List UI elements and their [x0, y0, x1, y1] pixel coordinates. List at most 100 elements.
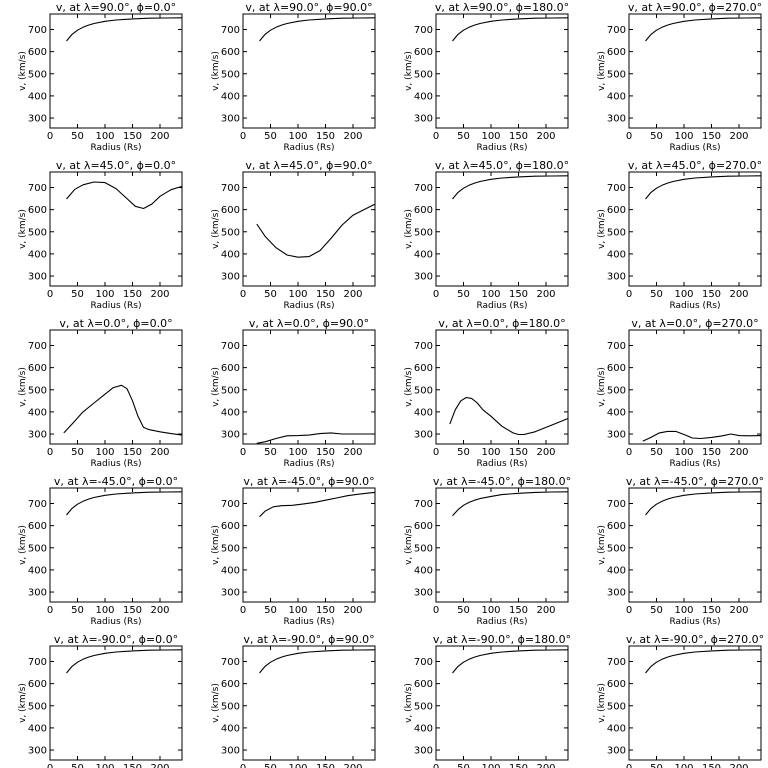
y-tick-label: 500	[221, 701, 240, 712]
y-tick-label: 500	[221, 543, 240, 554]
plot-title: v, at λ=0.0°, ϕ=0.0°	[59, 317, 172, 330]
plot-title: v, at λ=-45.0°, ϕ=0.0°	[54, 475, 178, 488]
x-tick-label: 200	[343, 605, 362, 616]
x-tick-label: 150	[509, 605, 528, 616]
y-tick-label: 600	[28, 47, 47, 58]
plot-frame	[242, 329, 376, 445]
x-tick-label: 200	[150, 763, 169, 768]
y-axis-label: v, (km/s)	[404, 367, 414, 407]
plot-title: v, at λ=45.0°, ϕ=0.0°	[56, 159, 176, 172]
series-line	[452, 175, 569, 200]
plot-title: v, at λ=-90.0°, ϕ=0.0°	[54, 633, 178, 646]
x-tick-label: 0	[47, 605, 53, 616]
plot-frame	[435, 645, 569, 761]
plot-frame	[435, 13, 569, 129]
y-tick-label: 500	[607, 227, 626, 238]
plot-frame	[242, 13, 376, 129]
x-tick-label: 0	[240, 447, 246, 458]
x-tick-label: 150	[123, 763, 142, 768]
y-tick-label: 600	[221, 47, 240, 58]
subplot: v, at λ=45.0°, ϕ=0.0° 0 50 100 150 200 300 400 5…	[18, 159, 183, 311]
x-axis-label: Radius (Rs)	[90, 617, 141, 627]
y-tick-label: 600	[414, 47, 433, 58]
y-tick-label: 400	[221, 91, 240, 102]
y-tick-label: 300	[28, 746, 47, 757]
subplot: v, at λ=45.0°, ϕ=90.0° 0 50 100 150 200 300 400…	[211, 159, 376, 311]
y-tick-label: 400	[607, 249, 626, 260]
x-axis-label: Radius (Rs)	[283, 301, 334, 311]
y-tick-label: 600	[414, 363, 433, 374]
y-axis-label: v, (km/s)	[18, 367, 28, 407]
y-tick-label: 600	[221, 521, 240, 532]
x-axis-label: Radius (Rs)	[669, 143, 720, 153]
y-tick-label: 500	[28, 385, 47, 396]
x-tick-label: 0	[240, 289, 246, 300]
y-tick-label: 700	[414, 25, 433, 36]
x-tick-label: 200	[536, 447, 555, 458]
series-line	[642, 430, 762, 442]
x-tick-label: 0	[47, 289, 53, 300]
y-tick-label: 500	[221, 385, 240, 396]
x-tick-label: 100	[481, 605, 500, 616]
series-line	[66, 181, 183, 210]
x-tick-label: 150	[702, 763, 721, 768]
plot-frame	[435, 171, 569, 287]
x-axis-label: Radius (Rs)	[90, 459, 141, 469]
y-tick-label: 700	[414, 183, 433, 194]
plot-title: v, at λ=-90.0°, ϕ=180.0°	[433, 633, 571, 646]
x-tick-label: 0	[240, 605, 246, 616]
plot-frame	[628, 487, 762, 603]
y-axis-label: v, (km/s)	[597, 209, 607, 249]
y-tick-label: 400	[414, 249, 433, 260]
x-axis-label: Radius (Rs)	[476, 617, 527, 627]
x-tick-label: 50	[264, 763, 277, 768]
y-tick-label: 700	[28, 657, 47, 668]
x-tick-label: 200	[729, 131, 748, 142]
y-tick-label: 700	[221, 499, 240, 510]
plot-frame	[49, 171, 183, 287]
x-tick-label: 150	[123, 131, 142, 142]
subplot: v, at λ=-90.0°, ϕ=180.0° 0 50 100 150 200 300 4…	[404, 633, 571, 768]
y-tick-label: 300	[414, 430, 433, 441]
y-axis-label: v, (km/s)	[211, 367, 221, 407]
y-tick-label: 500	[221, 69, 240, 80]
x-tick-label: 100	[288, 605, 307, 616]
y-axis-label: v, (km/s)	[18, 525, 28, 565]
x-tick-label: 50	[650, 289, 663, 300]
series-line	[645, 491, 762, 516]
y-tick-label: 500	[28, 227, 47, 238]
y-axis-label: v, (km/s)	[211, 525, 221, 565]
subplot: v, at λ=-90.0°, ϕ=270.0° 0 50 100 150 200 300 4…	[597, 633, 764, 768]
subplot: v, at λ=0.0°, ϕ=270.0° 0 50 100 150 200 300 400…	[597, 317, 762, 469]
y-tick-label: 600	[221, 679, 240, 690]
y-tick-label: 600	[414, 205, 433, 216]
series-line	[452, 17, 569, 42]
y-axis-label: v, (km/s)	[597, 51, 607, 91]
y-tick-label: 300	[607, 746, 626, 757]
subplot: v, at λ=-90.0°, ϕ=90.0° 0 50 100 150 200 300 40…	[211, 633, 376, 768]
y-tick-label: 400	[414, 407, 433, 418]
y-tick-label: 300	[28, 430, 47, 441]
y-tick-label: 500	[414, 385, 433, 396]
x-tick-label: 100	[288, 289, 307, 300]
y-tick-label: 300	[221, 588, 240, 599]
y-tick-label: 300	[221, 430, 240, 441]
subplot: v, at λ=90.0°, ϕ=180.0° 0 50 100 150 200 300 40…	[404, 1, 569, 153]
y-tick-label: 700	[28, 25, 47, 36]
x-tick-label: 100	[481, 763, 500, 768]
subplot: v, at λ=0.0°, ϕ=0.0° 0 50 100 150 200 300 400 50…	[18, 317, 183, 469]
y-tick-label: 300	[607, 272, 626, 283]
x-axis-label: Radius (Rs)	[669, 301, 720, 311]
y-tick-label: 600	[28, 205, 47, 216]
subplot: v, at λ=45.0°, ϕ=270.0° 0 50 100 150 200 300 40…	[597, 159, 762, 311]
y-tick-label: 700	[221, 341, 240, 352]
plot-frame	[242, 171, 376, 287]
y-tick-label: 600	[221, 205, 240, 216]
x-tick-label: 50	[457, 131, 470, 142]
x-tick-label: 100	[674, 447, 693, 458]
y-tick-label: 400	[221, 723, 240, 734]
series-line	[256, 203, 376, 258]
plot-title: v, at λ=90.0°, ϕ=90.0°	[245, 1, 372, 14]
y-tick-label: 300	[414, 272, 433, 283]
x-tick-label: 100	[288, 447, 307, 458]
